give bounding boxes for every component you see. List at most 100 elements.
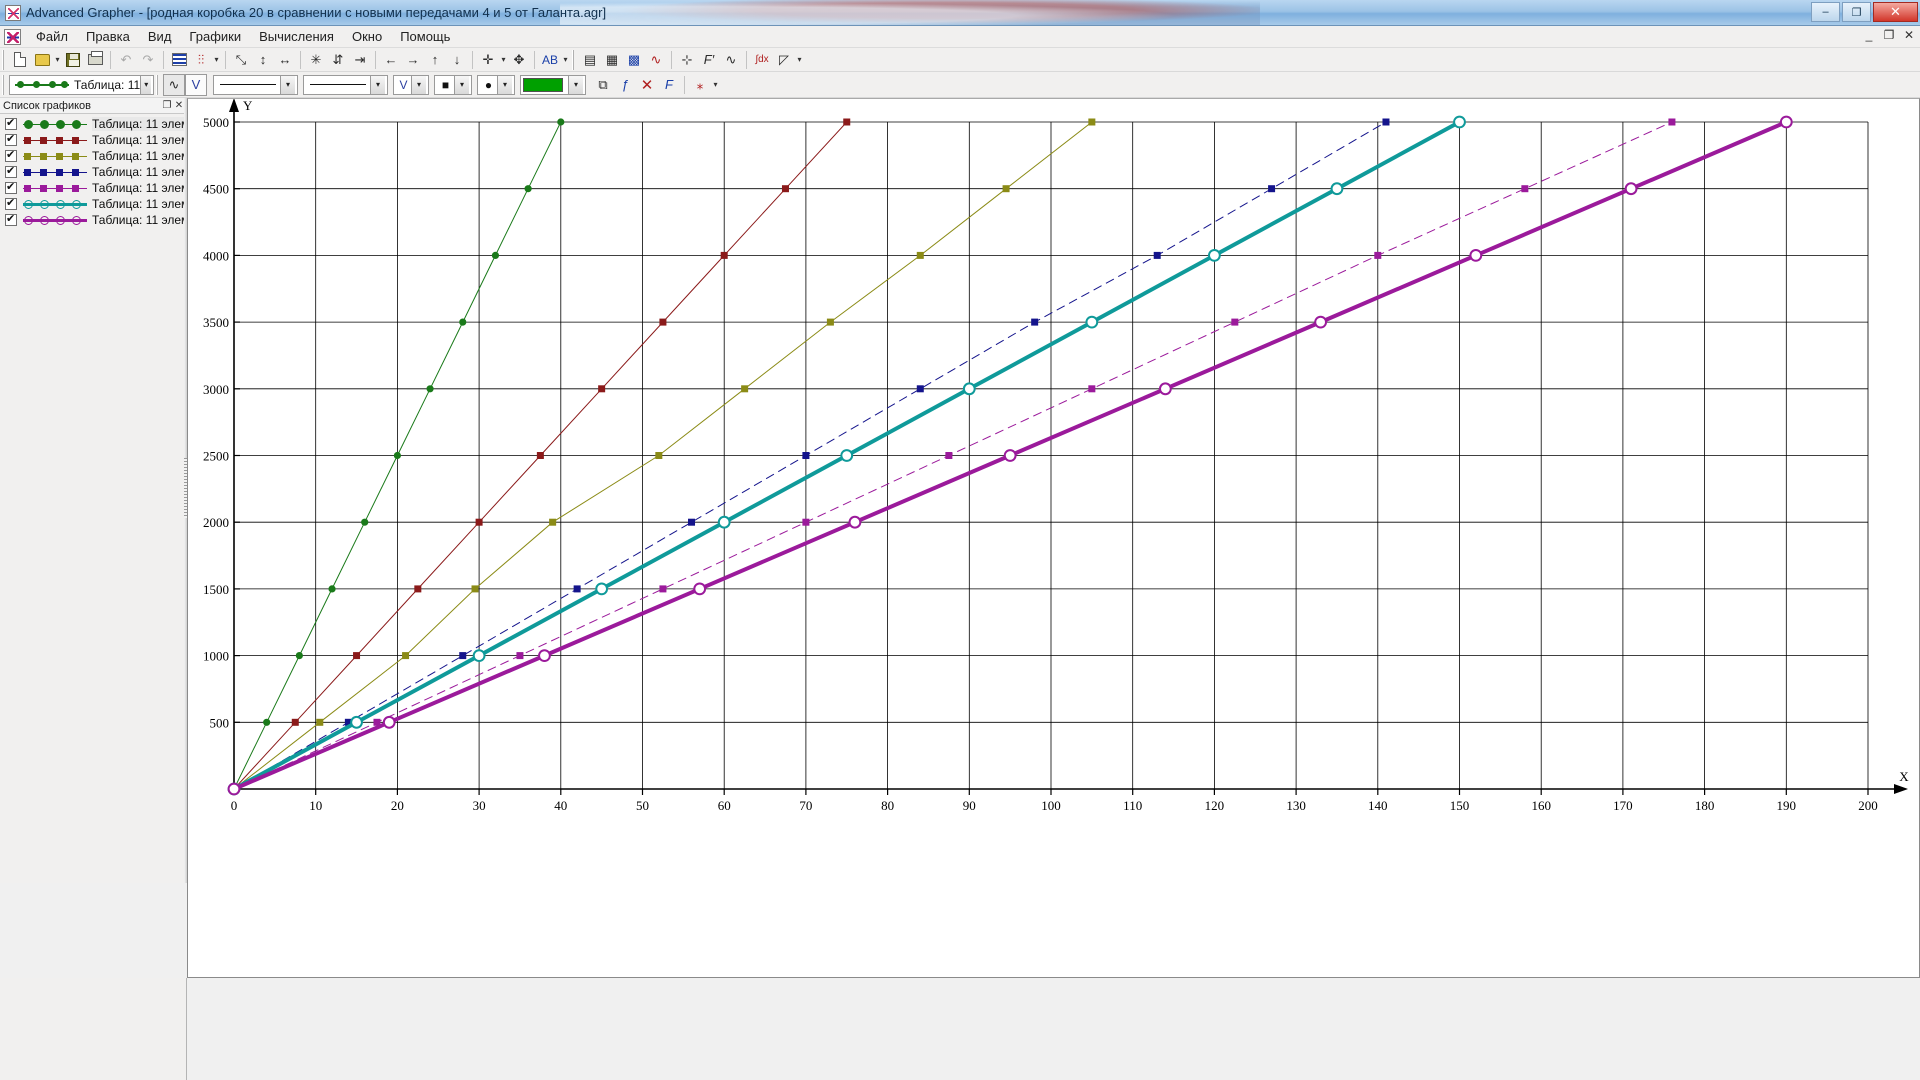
fit-to-window-button[interactable]: ⤡ <box>235 51 247 67</box>
plot-color-chevron-down-icon[interactable]: ▾ <box>568 75 583 94</box>
toolbar-grip[interactable] <box>156 74 160 95</box>
polyline-plot-button[interactable]: V <box>185 73 207 96</box>
scroll-down-button[interactable]: ↓ <box>453 52 461 67</box>
marker-shape-combo[interactable]: V ▾ <box>393 74 429 95</box>
maximize-button[interactable]: ❐ <box>1842 2 1871 22</box>
plot-color-combo[interactable]: ▾ <box>520 74 586 95</box>
plot-visibility-checkbox[interactable] <box>5 164 17 178</box>
function-plot-button[interactable]: ∿ <box>163 73 185 96</box>
redo-button[interactable]: ↷ <box>142 51 154 67</box>
open-document-caret-icon[interactable]: ▾ <box>55 55 60 64</box>
plot-list-item[interactable]: Таблица: 11 элемен <box>0 196 185 212</box>
menu-item-window[interactable]: Окно <box>351 29 383 44</box>
plot-visibility-checkbox[interactable] <box>5 212 17 226</box>
marker-circle-chevron-down-icon[interactable]: ▾ <box>497 75 512 94</box>
integral-button[interactable]: ∫dx <box>755 54 769 65</box>
line-style-combo[interactable]: ▾ <box>213 74 298 95</box>
open-document-button[interactable] <box>31 49 53 71</box>
curve-fit-button[interactable]: ∿ <box>650 51 662 67</box>
menu-item-help[interactable]: Помощь <box>400 29 451 44</box>
menu-item-edit[interactable]: Правка <box>85 29 130 44</box>
panel-splitter[interactable] <box>184 98 187 883</box>
data-table-button[interactable]: ▩ <box>627 51 641 67</box>
y-axis-arrow-icon <box>229 99 239 112</box>
plot-list: Таблица: 11 элемен Таблица: 11 элемен Табл… <box>0 114 185 228</box>
plot-list-button[interactable] <box>168 49 190 71</box>
show-legend-button[interactable]: ▤ <box>583 51 597 67</box>
center-origin-caret-icon[interactable]: ▾ <box>501 55 506 64</box>
marker-shape-chevron-down-icon[interactable]: ▾ <box>411 75 426 94</box>
menu-item-calculations[interactable]: Вычисления <box>259 29 334 44</box>
plot-list-float-button[interactable]: ❐ <box>162 100 172 111</box>
marker-square-combo[interactable]: ■ ▾ <box>434 74 472 95</box>
zoom-in-button[interactable]: ✳ <box>310 51 322 67</box>
toolbar-grip[interactable] <box>572 49 576 70</box>
tangent-button[interactable]: ∿ <box>725 51 737 67</box>
plot-selector-combo[interactable]: Таблица: 11 элем ▾ <box>9 74 154 95</box>
text-label-caret-icon[interactable]: ▾ <box>563 55 568 64</box>
menu-item-view[interactable]: Вид <box>147 29 172 44</box>
marker-square-chevron-down-icon[interactable]: ▾ <box>454 75 469 94</box>
plot-list-item[interactable]: Таблица: 11 элемен <box>0 132 185 148</box>
plot-list-item[interactable]: Таблица: 11 элемен <box>0 164 185 180</box>
undo-button[interactable]: ↶ <box>120 51 132 67</box>
plot-list-close-icon[interactable]: ✕ <box>174 100 184 111</box>
add-function-button[interactable]: ƒ <box>621 77 629 92</box>
menu-bar: Файл Правка Вид Графики Вычисления Окно … <box>0 26 1920 48</box>
delete-plot-button[interactable]: ✕ <box>640 76 654 94</box>
x-axis-tick-label: 10 <box>309 798 322 813</box>
plot-list-item[interactable]: Таблица: 11 элемен <box>0 212 185 228</box>
menu-item-graphs[interactable]: Графики <box>189 29 242 44</box>
zoom-in-horizontal-button[interactable]: ⇥ <box>354 51 366 67</box>
zoom-in-vertical-button[interactable]: ⇵ <box>332 51 344 67</box>
mdi-close-button[interactable]: ✕ <box>1903 28 1915 42</box>
properties-caret-icon[interactable]: ▾ <box>214 55 219 64</box>
marker-circle-combo[interactable]: ● ▾ <box>477 74 515 95</box>
menu-item-file[interactable]: Файл <box>36 29 68 44</box>
series-marker <box>1031 318 1039 326</box>
plot-list-item[interactable]: Таблица: 11 элемен <box>0 148 185 164</box>
mdi-minimize-button[interactable]: _ <box>1865 28 1873 42</box>
marker-shape-value: V <box>399 77 408 92</box>
zoom-vertical-button[interactable]: ↕ <box>259 52 267 67</box>
scroll-up-button[interactable]: ↑ <box>431 52 439 67</box>
toolbar-grip[interactable] <box>2 74 6 95</box>
text-label-button[interactable]: AB <box>541 52 558 67</box>
mdi-restore-button[interactable]: ❐ <box>1883 28 1895 42</box>
line-style-chevron-down-icon[interactable]: ▾ <box>280 75 295 94</box>
series-marker <box>263 718 271 726</box>
plot-visibility-checkbox[interactable] <box>5 116 17 130</box>
save-document-button[interactable] <box>62 49 84 71</box>
scroll-right-button[interactable]: → <box>406 52 420 67</box>
plot-selector-chevron-down-icon[interactable]: ▾ <box>140 75 151 94</box>
plot-list-item[interactable]: Таблица: 11 элемен <box>0 180 185 196</box>
plot-list-item[interactable]: Таблица: 11 элемен <box>0 116 185 132</box>
close-button[interactable]: ✕ <box>1873 2 1918 22</box>
chart-canvas[interactable]: X Y 0 10 20 30 40 50 60 70 80 90 100 110 120 130 140 150 1… <box>187 98 1920 978</box>
minimize-button[interactable]: – <box>1811 2 1840 22</box>
plot-visibility-checkbox[interactable] <box>5 196 17 210</box>
edit-function-button[interactable]: F <box>665 77 673 92</box>
copy-plot-button[interactable]: ⧉ <box>598 76 608 92</box>
area-caret-icon[interactable]: ▾ <box>797 55 802 64</box>
line-width-chevron-down-icon[interactable]: ▾ <box>370 75 385 94</box>
center-origin-button[interactable]: ✛ <box>482 51 494 67</box>
line-width-combo[interactable]: ▾ <box>303 74 388 95</box>
reset-axes-button[interactable]: ✥ <box>513 51 525 67</box>
toolbar-grip[interactable] <box>2 49 6 70</box>
derivative-button[interactable]: F′ <box>703 52 715 67</box>
print-button[interactable] <box>84 49 106 71</box>
table-view-button[interactable]: ▦ <box>605 51 619 67</box>
plot-visibility-checkbox[interactable] <box>5 148 17 162</box>
area-button[interactable]: ◸ <box>779 51 789 67</box>
plot-visibility-checkbox[interactable] <box>5 132 17 146</box>
properties-button[interactable]: ⫶⫶ <box>197 51 205 67</box>
scroll-left-button[interactable]: ← <box>384 52 398 67</box>
plot-settings-button[interactable]: ⁎ <box>696 76 704 92</box>
zoom-horizontal-button[interactable]: ↔ <box>278 52 292 67</box>
plot-settings-caret-icon[interactable]: ▾ <box>713 80 718 89</box>
plot-visibility-checkbox[interactable] <box>5 180 17 194</box>
series-marker <box>1208 249 1221 262</box>
new-document-button[interactable] <box>9 49 31 71</box>
trace-button[interactable]: ⊹ <box>681 51 693 67</box>
